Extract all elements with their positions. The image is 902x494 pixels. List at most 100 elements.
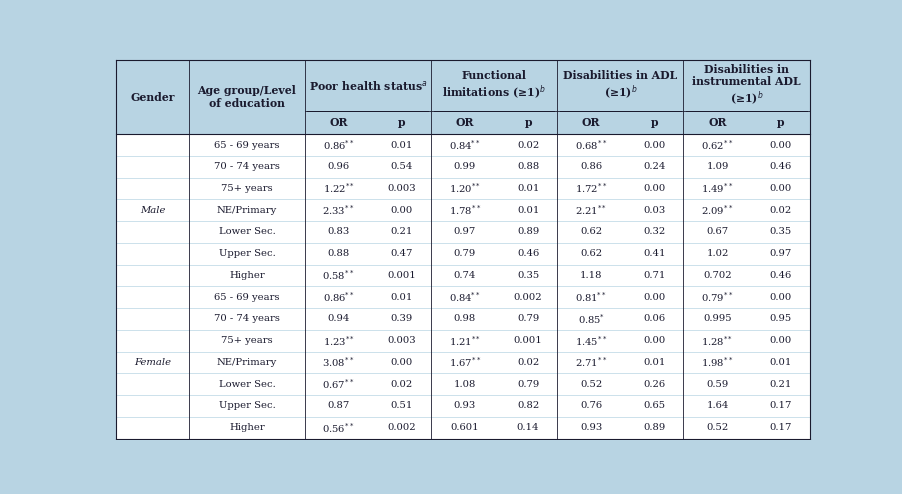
Text: 0.52: 0.52 <box>706 423 729 432</box>
Bar <box>116 395 810 417</box>
Text: p: p <box>650 117 658 128</box>
Text: 0.601: 0.601 <box>451 423 479 432</box>
Text: 0.002: 0.002 <box>514 293 542 302</box>
Text: 0.39: 0.39 <box>391 315 413 324</box>
Text: 0.35: 0.35 <box>769 227 792 237</box>
Bar <box>751 112 810 134</box>
Text: 0.35: 0.35 <box>517 271 539 280</box>
Text: 0.002: 0.002 <box>388 423 416 432</box>
Text: 65 - 69 years: 65 - 69 years <box>215 293 280 302</box>
Bar <box>116 352 810 373</box>
Text: 1.09: 1.09 <box>706 162 729 171</box>
Text: 0.21: 0.21 <box>769 380 792 389</box>
Text: 0.85$^{*}$: 0.85$^{*}$ <box>577 312 605 326</box>
Text: 0.26: 0.26 <box>643 380 666 389</box>
Bar <box>431 112 499 134</box>
Text: 0.62$^{**}$: 0.62$^{**}$ <box>701 138 733 152</box>
Bar <box>431 60 557 112</box>
Text: 0.46: 0.46 <box>769 162 792 171</box>
Text: 0.87: 0.87 <box>327 402 350 411</box>
Text: 0.71: 0.71 <box>643 271 666 280</box>
Text: 0.65: 0.65 <box>643 402 666 411</box>
Text: 0.02: 0.02 <box>391 380 413 389</box>
Text: 0.96: 0.96 <box>327 162 350 171</box>
Text: 0.76: 0.76 <box>580 402 603 411</box>
Text: 1.02: 1.02 <box>706 249 729 258</box>
Text: 0.00: 0.00 <box>391 358 413 367</box>
Text: 0.00: 0.00 <box>769 140 792 150</box>
Bar <box>625 112 684 134</box>
Text: 0.79$^{**}$: 0.79$^{**}$ <box>701 290 733 304</box>
Text: Female: Female <box>134 358 171 367</box>
Text: 0.86$^{**}$: 0.86$^{**}$ <box>323 290 354 304</box>
Text: Upper Sec.: Upper Sec. <box>218 402 275 411</box>
Text: 0.32: 0.32 <box>643 227 666 237</box>
Text: 0.88: 0.88 <box>517 162 539 171</box>
Text: Gender: Gender <box>131 92 175 103</box>
Text: 0.81$^{**}$: 0.81$^{**}$ <box>575 290 607 304</box>
Text: 0.00: 0.00 <box>769 184 792 193</box>
Bar <box>305 112 373 134</box>
Text: 3.08$^{**}$: 3.08$^{**}$ <box>323 356 355 370</box>
Bar <box>499 112 557 134</box>
Text: 0.98: 0.98 <box>454 315 476 324</box>
Text: 0.59: 0.59 <box>706 380 729 389</box>
Text: 70 - 74 years: 70 - 74 years <box>214 315 280 324</box>
Text: 0.00: 0.00 <box>643 293 666 302</box>
Text: 0.51: 0.51 <box>391 402 413 411</box>
Text: 0.00: 0.00 <box>643 184 666 193</box>
Text: 0.003: 0.003 <box>388 336 416 345</box>
Bar <box>189 60 305 134</box>
Text: 75+ years: 75+ years <box>221 336 272 345</box>
Text: 0.97: 0.97 <box>769 249 792 258</box>
Text: 0.83: 0.83 <box>327 227 350 237</box>
Text: 1.18: 1.18 <box>580 271 603 280</box>
Text: p: p <box>524 117 532 128</box>
Text: 0.54: 0.54 <box>391 162 413 171</box>
Text: 1.20$^{**}$: 1.20$^{**}$ <box>449 182 481 196</box>
Text: 0.001: 0.001 <box>514 336 542 345</box>
Text: 0.00: 0.00 <box>769 293 792 302</box>
Text: OR: OR <box>456 117 474 128</box>
Text: 65 - 69 years: 65 - 69 years <box>215 140 280 150</box>
Bar <box>373 112 431 134</box>
Text: Functional
limitations (≥1)$^b$: Functional limitations (≥1)$^b$ <box>442 70 546 102</box>
Text: OR: OR <box>582 117 601 128</box>
Text: 0.93: 0.93 <box>580 423 603 432</box>
Text: 0.17: 0.17 <box>769 423 792 432</box>
Bar <box>116 265 810 287</box>
Text: 2.71$^{**}$: 2.71$^{**}$ <box>575 356 607 370</box>
Text: 2.09$^{**}$: 2.09$^{**}$ <box>701 204 733 217</box>
Bar <box>116 417 810 439</box>
Text: Upper Sec.: Upper Sec. <box>218 249 275 258</box>
Text: NE/Primary: NE/Primary <box>216 358 277 367</box>
Bar <box>116 243 810 265</box>
Bar <box>557 112 625 134</box>
Text: 0.21: 0.21 <box>391 227 413 237</box>
Text: 0.68$^{**}$: 0.68$^{**}$ <box>575 138 607 152</box>
Text: 0.995: 0.995 <box>704 315 732 324</box>
Text: 75+ years: 75+ years <box>221 184 272 193</box>
Text: 0.702: 0.702 <box>704 271 732 280</box>
Text: 1.78$^{**}$: 1.78$^{**}$ <box>449 204 481 217</box>
Text: 0.89: 0.89 <box>643 423 666 432</box>
Text: 0.17: 0.17 <box>769 402 792 411</box>
Text: 0.00: 0.00 <box>391 206 413 215</box>
Text: 2.33$^{**}$: 2.33$^{**}$ <box>323 204 355 217</box>
Text: 0.01: 0.01 <box>391 293 413 302</box>
Text: 0.01: 0.01 <box>391 140 413 150</box>
Text: 0.01: 0.01 <box>643 358 666 367</box>
Text: 1.22$^{**}$: 1.22$^{**}$ <box>323 182 354 196</box>
Text: 0.46: 0.46 <box>517 249 539 258</box>
Bar <box>305 60 431 112</box>
Text: p: p <box>777 117 785 128</box>
Text: 0.01: 0.01 <box>769 358 792 367</box>
Text: 0.56$^{**}$: 0.56$^{**}$ <box>323 421 355 435</box>
Text: 0.93: 0.93 <box>454 402 476 411</box>
Text: 0.00: 0.00 <box>769 336 792 345</box>
Text: 0.06: 0.06 <box>643 315 666 324</box>
Text: 0.95: 0.95 <box>769 315 792 324</box>
Text: OR: OR <box>329 117 348 128</box>
Text: Disabilities in
instrumental ADL
(≥1)$^b$: Disabilities in instrumental ADL (≥1)$^b… <box>692 64 801 108</box>
Text: 0.84$^{**}$: 0.84$^{**}$ <box>449 290 481 304</box>
